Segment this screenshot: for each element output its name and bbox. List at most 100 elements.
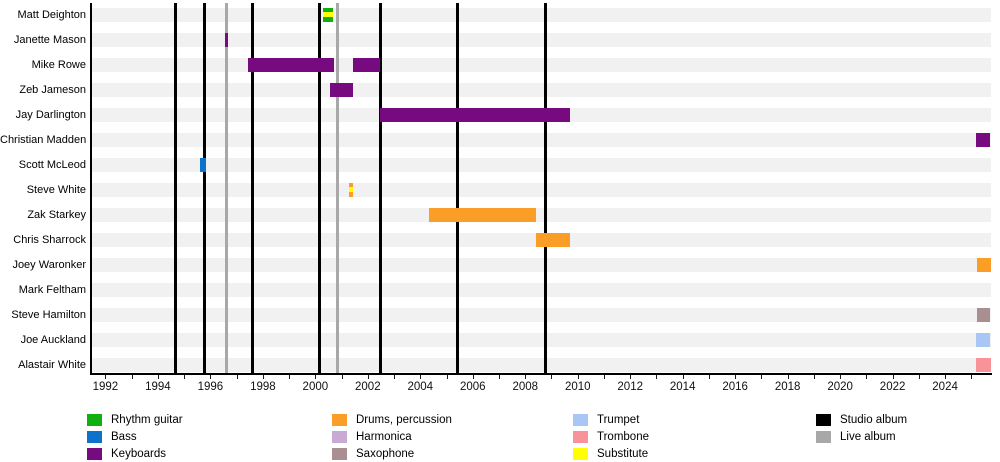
- studio-album-marker-1: [203, 3, 207, 373]
- member-name-mark-feltham: Mark Feltham: [18, 284, 86, 296]
- member-name-zak-starkey: Zak Starkey: [27, 209, 86, 221]
- legend-label-trumpet: Trumpet: [597, 414, 640, 426]
- x-axis-tick-2019: [813, 375, 815, 379]
- x-axis-tick-2018: [787, 375, 789, 379]
- row-band-christian-madden: [91, 133, 991, 147]
- tenure-bar-steve-hamilton-0: [976, 308, 990, 322]
- studio-album-marker-4: [318, 3, 322, 373]
- row-band-joe-auckland: [91, 333, 991, 347]
- studio-album-marker-0: [173, 3, 177, 373]
- x-axis-tick-2014: [682, 375, 684, 379]
- x-axis-label-2016: 2016: [722, 381, 748, 393]
- row-band-janette-mason: [91, 33, 991, 47]
- legend-swatch-saxophone: [332, 448, 347, 460]
- x-axis-tick-2005: [446, 375, 448, 379]
- member-name-janette-mason: Janette Mason: [13, 34, 86, 46]
- legend-label-substitute: Substitute: [597, 448, 649, 460]
- x-axis-tick-1999: [289, 375, 291, 379]
- legend-label-studio-album: Studio album: [840, 414, 908, 426]
- member-name-steve-white: Steve White: [26, 184, 86, 196]
- x-axis-label-1996: 1996: [197, 381, 224, 393]
- x-axis-label-2024: 2024: [932, 381, 958, 393]
- legend-label-rhythm-guitar: Rhythm guitar: [111, 414, 183, 426]
- legend-swatch-substitute: [573, 448, 588, 460]
- legend-label-harmonica: Harmonica: [356, 431, 412, 443]
- row-band-matt-deighton: [91, 8, 991, 22]
- legend-swatch-studio-album: [816, 414, 831, 426]
- x-axis-label-1994: 1994: [145, 381, 171, 393]
- row-band-steve-hamilton: [91, 308, 991, 322]
- y-axis-line: [90, 3, 92, 373]
- x-axis-label-2022: 2022: [879, 381, 906, 393]
- legend-label-trombone: Trombone: [597, 431, 649, 443]
- x-axis-tick-2011: [603, 375, 605, 379]
- x-axis-tick-2002: [367, 375, 369, 379]
- x-axis-label-1998: 1998: [250, 381, 276, 393]
- x-axis-tick-2010: [577, 375, 579, 379]
- member-name-joe-auckland: Joe Auckland: [20, 334, 86, 346]
- tenure-bar-chris-sharrock-0: [535, 233, 570, 247]
- studio-album-marker-3: [251, 3, 255, 373]
- legend-swatch-keyboards: [87, 448, 102, 460]
- x-axis-tick-2017: [761, 375, 763, 379]
- x-axis-tick-2025: [971, 375, 973, 379]
- x-axis-tick-2004: [420, 375, 422, 379]
- member-name-chris-sharrock: Chris Sharrock: [13, 234, 86, 246]
- member-name-scott-mcleod: Scott McLeod: [18, 159, 86, 171]
- legend-label-drums-percussion: Drums, percussion: [356, 414, 452, 426]
- member-name-zeb-jameson: Zeb Jameson: [19, 84, 86, 96]
- legend-swatch-trumpet: [573, 414, 588, 426]
- x-axis-tick-2007: [499, 375, 501, 379]
- legend-swatch-trombone: [573, 431, 588, 443]
- x-axis-tick-2012: [630, 375, 632, 379]
- x-axis-tick-2008: [525, 375, 527, 379]
- row-band-joey-waronker: [91, 258, 991, 272]
- x-axis-label-2002: 2002: [355, 381, 381, 393]
- x-axis-tick-1997: [236, 375, 238, 379]
- x-axis-tick-2023: [918, 375, 920, 379]
- legend-swatch-bass: [87, 431, 102, 443]
- x-axis-label-2020: 2020: [827, 381, 853, 393]
- x-axis-label-2010: 2010: [564, 381, 591, 393]
- studio-album-marker-8: [544, 3, 548, 373]
- member-name-joey-waronker: Joey Waronker: [12, 259, 86, 271]
- member-name-steve-hamilton: Steve Hamilton: [11, 309, 86, 321]
- row-band-zak-starkey: [91, 208, 991, 222]
- x-axis-label-2000: 2000: [302, 381, 329, 393]
- member-name-matt-deighton: Matt Deighton: [17, 9, 86, 21]
- legend-label-saxophone: Saxophone: [356, 448, 415, 460]
- legend-swatch-live-album: [816, 431, 831, 443]
- x-axis-label-2012: 2012: [617, 381, 643, 393]
- x-axis-tick-1995: [184, 375, 186, 379]
- legend-swatch-rhythm-guitar: [87, 414, 102, 426]
- legend-label-keyboards: Keyboards: [111, 448, 166, 460]
- member-name-alastair-white: Alastair White: [18, 359, 86, 371]
- tenure-bar-christian-madden-0: [975, 133, 991, 147]
- x-axis-tick-2009: [551, 375, 553, 379]
- legend-swatch-harmonica: [332, 431, 347, 443]
- row-band-steve-white: [91, 183, 991, 197]
- x-axis-label-2008: 2008: [512, 381, 539, 393]
- x-axis-tick-2021: [866, 375, 868, 379]
- row-band-zeb-jameson: [91, 83, 991, 97]
- x-axis-tick-2022: [892, 375, 894, 379]
- x-axis-tick-2003: [394, 375, 396, 379]
- row-band-alastair-white: [91, 358, 991, 372]
- x-axis-tick-2001: [341, 375, 343, 379]
- x-axis-label-2018: 2018: [774, 381, 801, 393]
- x-axis-label-1992: 1992: [92, 381, 119, 393]
- live-album-marker-5: [336, 3, 340, 373]
- studio-album-marker-6: [379, 3, 383, 373]
- x-axis-label-2006: 2006: [459, 381, 486, 393]
- tenure-bar-steve-white-0: [348, 183, 353, 197]
- x-axis-tick-1998: [262, 375, 264, 379]
- x-axis-tick-2006: [472, 375, 474, 379]
- x-axis-tick-1993: [131, 375, 133, 379]
- x-axis-tick-2024: [945, 375, 947, 379]
- tenure-bar-joey-waronker-0: [976, 258, 991, 272]
- legend-swatch-drums-percussion: [332, 414, 347, 426]
- x-axis-tick-1992: [105, 375, 107, 379]
- tenure-bar-joe-auckland-0: [976, 333, 990, 347]
- x-axis-label-2014: 2014: [669, 381, 696, 393]
